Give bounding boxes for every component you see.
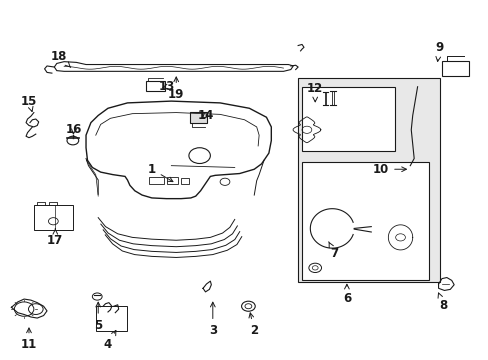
Text: 8: 8 bbox=[437, 293, 447, 312]
Bar bbox=[441, 61, 468, 76]
Text: 10: 10 bbox=[372, 163, 406, 176]
Text: 5: 5 bbox=[94, 302, 102, 332]
Text: 16: 16 bbox=[65, 123, 82, 136]
Bar bbox=[302, 87, 394, 151]
Text: 19: 19 bbox=[168, 77, 184, 101]
Bar bbox=[34, 205, 73, 230]
Text: 14: 14 bbox=[197, 109, 213, 122]
Text: 2: 2 bbox=[248, 313, 258, 337]
Bar bbox=[181, 178, 188, 184]
Text: 1: 1 bbox=[147, 163, 173, 182]
Bar bbox=[96, 306, 127, 331]
Bar bbox=[189, 112, 206, 123]
Bar bbox=[302, 162, 428, 280]
Text: 12: 12 bbox=[306, 82, 323, 102]
Text: 3: 3 bbox=[208, 302, 216, 337]
FancyBboxPatch shape bbox=[298, 78, 439, 282]
Text: 11: 11 bbox=[21, 328, 37, 351]
Text: 15: 15 bbox=[21, 95, 37, 112]
Text: 7: 7 bbox=[328, 242, 338, 260]
Bar bbox=[149, 177, 163, 184]
Text: 6: 6 bbox=[342, 284, 350, 305]
Text: 17: 17 bbox=[47, 229, 63, 247]
Text: 18: 18 bbox=[51, 50, 71, 68]
Text: 9: 9 bbox=[434, 41, 443, 62]
Text: 13: 13 bbox=[158, 80, 174, 93]
Bar bbox=[167, 177, 178, 184]
Bar bbox=[146, 81, 164, 91]
Text: 4: 4 bbox=[103, 330, 116, 351]
